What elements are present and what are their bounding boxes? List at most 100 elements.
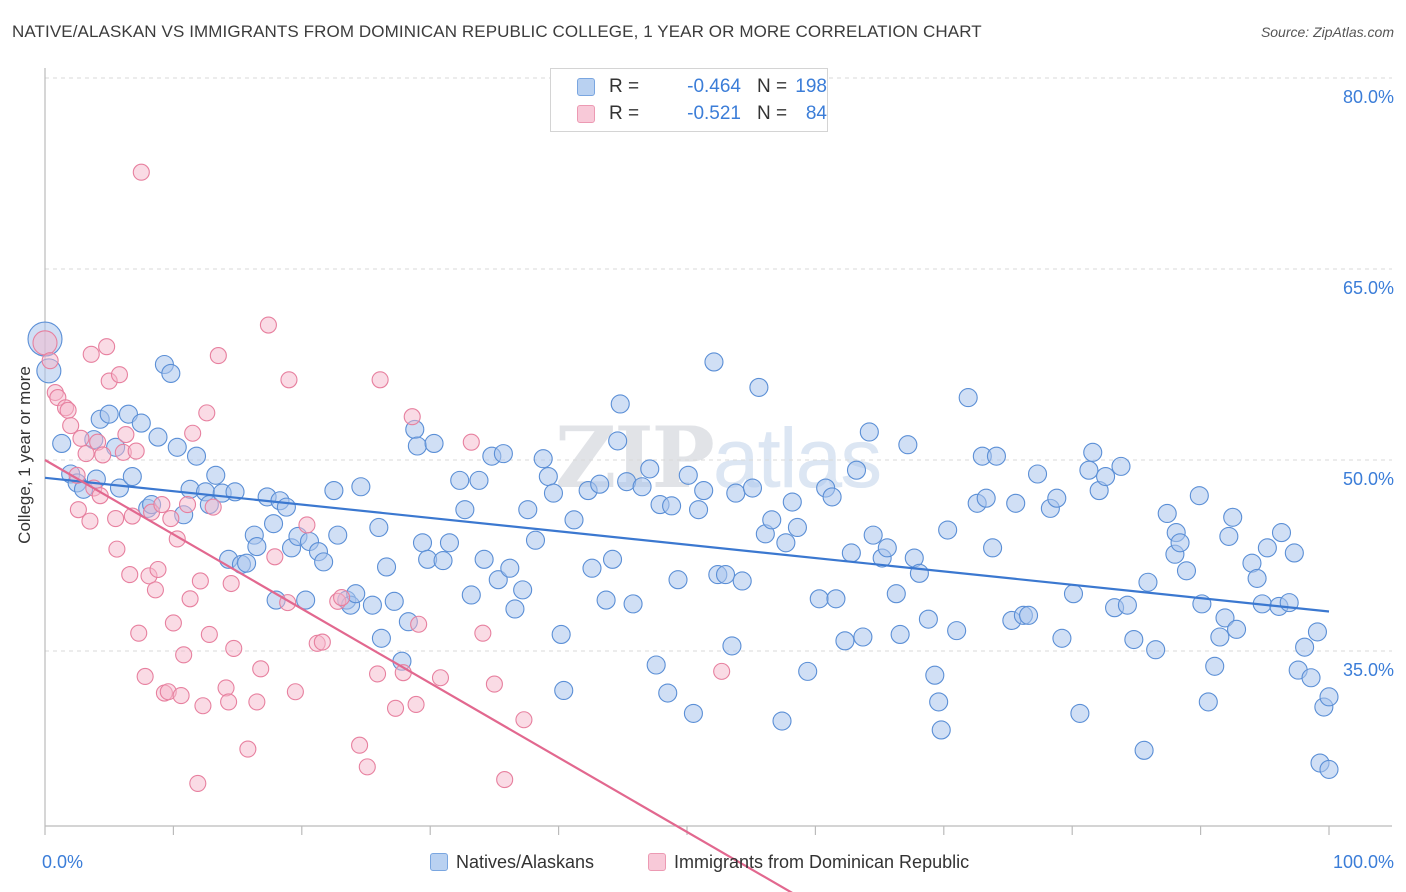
correlation-legend: R = -0.464 N = 198 R = -0.521 N = 84 — [550, 68, 828, 132]
natives-alaskans-point — [909, 563, 929, 583]
r-value: -0.521 — [687, 103, 741, 124]
dominican-republic-point — [98, 338, 116, 356]
dominican-republic-point — [200, 625, 218, 643]
natives-alaskans-point — [1223, 507, 1243, 527]
legend-item-dominican: Immigrants from Dominican Republic — [648, 852, 969, 873]
natives-alaskans-point — [296, 590, 316, 610]
natives-trend-line — [44, 476, 1330, 613]
natives-alaskans-point — [324, 481, 344, 501]
natives-alaskans-point — [362, 595, 382, 615]
natives-alaskans-point — [513, 580, 533, 600]
dominican-republic-point — [81, 512, 99, 530]
natives-alaskans-point — [809, 589, 829, 609]
dominican-republic-point — [204, 498, 222, 516]
natives-alaskans-point — [886, 584, 906, 604]
natives-alaskans-point — [1319, 759, 1339, 779]
natives-alaskans-point — [602, 549, 623, 569]
natives-alaskans-point — [646, 655, 666, 675]
natives-alaskans-point — [704, 352, 724, 372]
dominican-republic-point — [69, 501, 87, 519]
dominican-republic-point — [178, 496, 197, 514]
dominican-republic-point — [94, 446, 112, 464]
dominican-republic-point — [172, 687, 190, 705]
natives-alaskans-point — [99, 404, 119, 424]
natives-alaskans-point — [439, 533, 460, 553]
natives-alaskans-point — [1271, 523, 1292, 543]
dominican-republic-point — [41, 352, 59, 370]
natives-alaskans-point — [52, 433, 72, 453]
natives-alaskans-point — [167, 437, 187, 457]
legend-label: Natives/Alaskans — [456, 852, 595, 872]
dominican-republic-point — [108, 540, 126, 558]
natives-alaskans-point — [582, 558, 602, 578]
natives-alaskans-point — [538, 467, 558, 487]
natives-alaskans-point — [640, 459, 660, 479]
natives-alaskans-points — [27, 321, 1339, 779]
natives-alaskans-point — [384, 591, 404, 611]
dominican-republic-point — [175, 646, 193, 664]
natives-alaskans-point — [782, 492, 802, 512]
natives-alaskans-point — [1215, 608, 1235, 628]
natives-alaskans-point — [1176, 561, 1197, 581]
natives-alaskans-point — [186, 446, 207, 466]
natives-alaskans-point — [1205, 656, 1225, 676]
dominican-republic-point — [68, 466, 86, 484]
dominican-republic-point — [313, 633, 331, 651]
natives-alaskans-point — [694, 481, 714, 501]
natives-alaskans-point — [148, 427, 168, 447]
dominican-republic-point — [407, 695, 425, 714]
natives-alaskans-point — [826, 589, 846, 609]
natives-alaskans-point — [662, 496, 682, 516]
natives-alaskans-point — [1198, 692, 1218, 712]
dominican-republic-point — [496, 771, 514, 789]
natives-alaskans-point — [1018, 605, 1039, 625]
natives-alaskans-point — [122, 467, 142, 487]
natives-alaskans-point — [772, 711, 792, 731]
y-tick-label: 35.0% — [1342, 660, 1394, 680]
natives-alaskans-point — [1083, 442, 1103, 462]
dominican-republic-point — [298, 516, 316, 534]
legend-label: Immigrants from Dominican Republic — [674, 852, 970, 872]
dominican-republic-point — [286, 683, 304, 701]
dominican-republic-points — [32, 163, 731, 792]
dominican-republic-point — [110, 366, 129, 384]
dominican-republic-point — [225, 639, 243, 658]
natives-alaskans-point — [109, 478, 130, 498]
natives-alaskans-point — [525, 530, 546, 550]
natives-alaskans-point — [722, 636, 742, 656]
natives-alaskans-point — [1070, 703, 1090, 723]
natives-alaskans-point — [1027, 464, 1048, 484]
dominican-republic-point — [515, 711, 533, 729]
dominican-republic-point — [181, 590, 199, 608]
natives-alaskans-point — [689, 500, 709, 520]
dominican-republic-point — [259, 316, 277, 334]
dominican-republic-point — [184, 424, 202, 442]
natives-alaskans-point — [1319, 687, 1339, 707]
dominican-republic-point — [403, 408, 421, 426]
natives-alaskans-point — [433, 551, 453, 571]
x-tick-label-max: 100.0% — [1332, 852, 1394, 872]
natives-alaskans-point — [1096, 467, 1116, 487]
natives-alaskans-point — [983, 538, 1003, 558]
natives-alaskans-point — [623, 594, 643, 614]
natives-alaskans-point — [543, 483, 564, 503]
dominican-republic-point — [146, 581, 164, 599]
natives-alaskans-point — [929, 692, 949, 712]
natives-alaskans-point — [1124, 629, 1144, 650]
natives-alaskans-point — [762, 510, 782, 530]
natives-alaskans-point — [1047, 488, 1067, 508]
natives-alaskans-point — [835, 631, 855, 651]
natives-alaskans-point — [1227, 619, 1247, 639]
dominican-republic-point — [62, 417, 80, 435]
dominican-republic-point — [431, 669, 450, 687]
natives-alaskans-point — [776, 533, 796, 553]
dominican-republic-point — [266, 548, 284, 566]
natives-alaskans-point — [412, 533, 433, 553]
natives-alaskans-point — [822, 487, 842, 507]
natives-alaskans-point — [877, 538, 897, 558]
natives-alaskans-point — [276, 497, 296, 517]
natives-alaskans-point — [1111, 456, 1131, 476]
natives-alaskans-point — [488, 570, 508, 590]
dominican-republic-point — [162, 510, 180, 528]
dominican-republic-point — [239, 740, 257, 758]
